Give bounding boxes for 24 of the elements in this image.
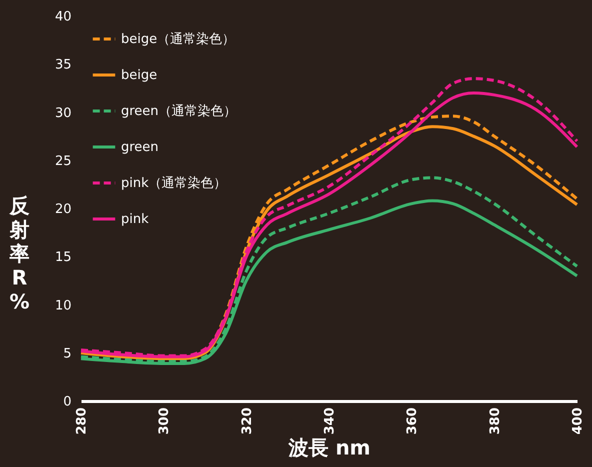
y-tick-label: 20: [54, 202, 72, 217]
y-axis-title: 反射率R%: [8, 194, 30, 314]
x-tick-label: 300: [157, 408, 172, 435]
y-tick-label: 15: [54, 250, 72, 266]
y-tick-label: 30: [54, 106, 72, 121]
legend-label: beige（通常染色）: [121, 32, 236, 47]
x-tick-label: 360: [405, 408, 420, 435]
x-tick-label: 340: [322, 408, 338, 435]
y-tick-label: 40: [54, 10, 72, 24]
legend-label: green: [121, 140, 159, 155]
y-tick-label: 35: [54, 58, 72, 73]
x-tick-label: 320: [240, 408, 255, 435]
legend-label: beige: [121, 68, 158, 83]
legend-label: green（通常染色）: [121, 104, 237, 119]
x-axis-title: 波長 nm: [287, 436, 371, 460]
legend-label: pink（通常染色）: [121, 176, 227, 191]
y-tick-label: 10: [54, 298, 72, 314]
x-tick-label: 380: [488, 408, 503, 435]
legend-label: pink: [121, 212, 150, 227]
x-tick-label: 280: [74, 408, 90, 435]
y-tick-label: 25: [54, 154, 72, 169]
y-tick-label: 0: [63, 394, 72, 410]
y-tick-label: 5: [63, 346, 72, 362]
x-tick-label: 400: [570, 408, 586, 435]
